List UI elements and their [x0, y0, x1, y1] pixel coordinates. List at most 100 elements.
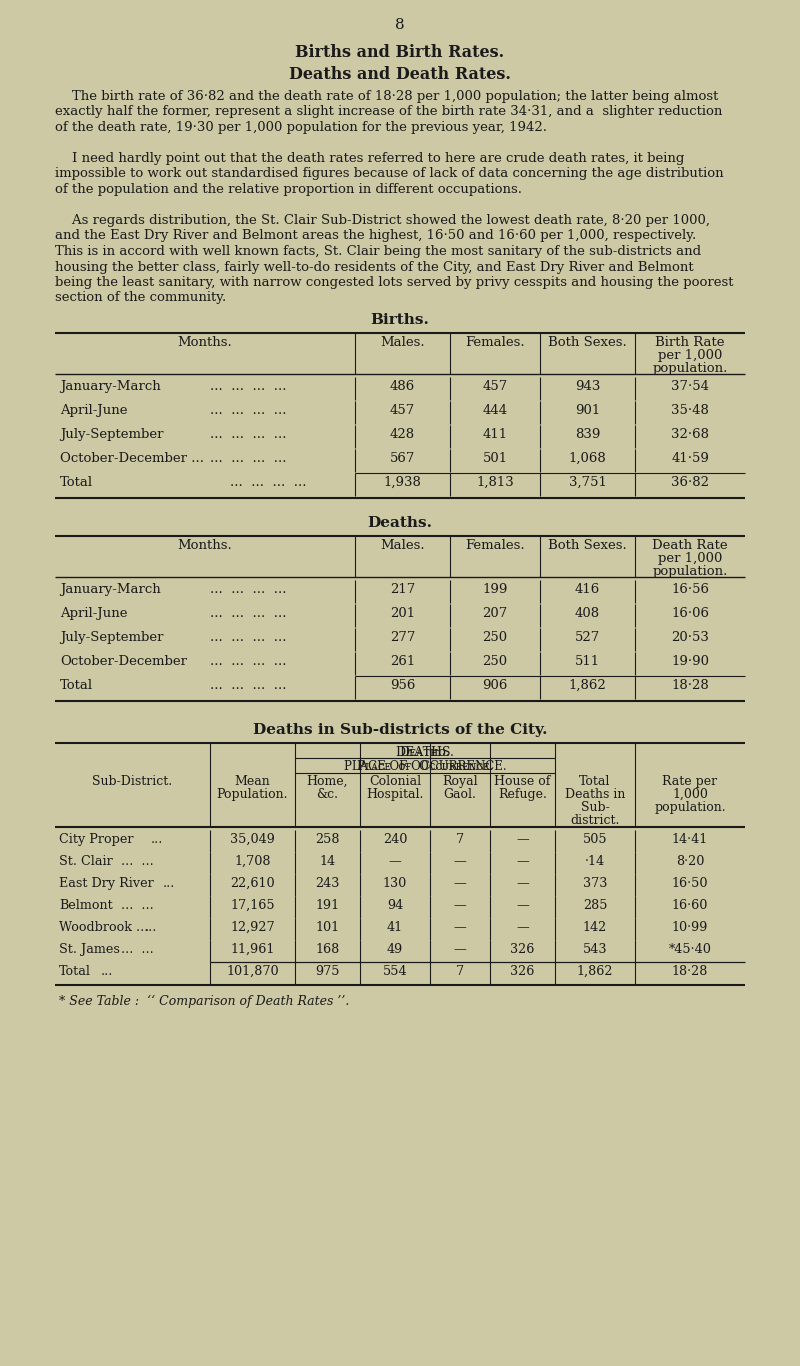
- Text: 16·06: 16·06: [671, 607, 709, 620]
- Text: ...  ...  ...  ...: ... ... ... ...: [210, 428, 286, 441]
- Text: population.: population.: [652, 362, 728, 376]
- Text: 199: 199: [482, 583, 508, 596]
- Text: 1,813: 1,813: [476, 475, 514, 489]
- Text: —: —: [516, 899, 529, 912]
- Text: 326: 326: [510, 964, 534, 978]
- Text: 16·50: 16·50: [672, 877, 708, 891]
- Text: 943: 943: [575, 380, 600, 393]
- Text: 457: 457: [390, 404, 415, 417]
- Text: 511: 511: [575, 656, 600, 668]
- Text: 101: 101: [315, 921, 339, 934]
- Text: Pʟᴀᴄᴇ  ᴏғ  Oᴄᴄᴜʀʀᴇɴᴄᴇ.: Pʟᴀᴄᴇ ᴏғ Oᴄᴄᴜʀʀᴇɴᴄᴇ.: [357, 759, 493, 773]
- Text: 7: 7: [456, 833, 464, 846]
- Text: 191: 191: [315, 899, 339, 912]
- Text: October-December ...: October-December ...: [60, 452, 204, 464]
- Text: ...  ...  ...  ...: ... ... ... ...: [210, 452, 286, 464]
- Text: 32·68: 32·68: [671, 428, 709, 441]
- Text: 554: 554: [382, 964, 407, 978]
- Text: I need hardly point out that the death rates referred to here are crude death ra: I need hardly point out that the death r…: [55, 152, 684, 165]
- Text: 428: 428: [390, 428, 415, 441]
- Text: —: —: [454, 855, 466, 867]
- Text: Dᴇᴀᴛʜᴏ.: Dᴇᴀᴛʜᴏ.: [400, 746, 450, 759]
- Text: ...: ...: [101, 964, 114, 978]
- Text: House of: House of: [494, 775, 550, 788]
- Text: 975: 975: [315, 964, 340, 978]
- Text: 18·28: 18·28: [671, 679, 709, 693]
- Text: 486: 486: [390, 380, 415, 393]
- Text: 527: 527: [575, 631, 600, 643]
- Text: April-June: April-June: [60, 607, 127, 620]
- Text: Females.: Females.: [465, 540, 525, 552]
- Text: population.: population.: [654, 800, 726, 814]
- Text: 35,049: 35,049: [230, 833, 275, 846]
- Text: —: —: [516, 833, 529, 846]
- Text: 501: 501: [482, 452, 507, 464]
- Text: ...  ...  ...  ...: ... ... ... ...: [210, 404, 286, 417]
- Text: 18·28: 18·28: [672, 964, 708, 978]
- Text: 285: 285: [582, 899, 607, 912]
- Text: 250: 250: [482, 631, 507, 643]
- Text: Rate per: Rate per: [662, 775, 718, 788]
- Text: 444: 444: [482, 404, 507, 417]
- Text: October-December: October-December: [60, 656, 187, 668]
- Text: 1,708: 1,708: [234, 855, 270, 867]
- Text: ·14: ·14: [585, 855, 605, 867]
- Text: 543: 543: [582, 943, 607, 956]
- Text: Months.: Months.: [178, 336, 232, 348]
- Text: 94: 94: [387, 899, 403, 912]
- Text: population.: population.: [652, 566, 728, 578]
- Text: Sub-: Sub-: [581, 800, 610, 814]
- Text: Deaths.: Deaths.: [367, 516, 433, 530]
- Text: —: —: [516, 855, 529, 867]
- Text: 11,961: 11,961: [230, 943, 274, 956]
- Text: July-September: July-September: [60, 631, 163, 643]
- Text: Males.: Males.: [380, 336, 425, 348]
- Text: 37·54: 37·54: [671, 380, 709, 393]
- Text: —: —: [454, 921, 466, 934]
- Text: of the death rate, 19·30 per 1,000 population for the previous year, 1942.: of the death rate, 19·30 per 1,000 popul…: [55, 122, 547, 134]
- Text: ...  ...  ...  ...: ... ... ... ...: [210, 679, 286, 693]
- Text: 1,068: 1,068: [569, 452, 606, 464]
- Text: July-September: July-September: [60, 428, 163, 441]
- Text: Gaol.: Gaol.: [443, 788, 477, 800]
- Text: ...  ...  ...  ...: ... ... ... ...: [210, 380, 286, 393]
- Text: Home,: Home,: [306, 775, 348, 788]
- Text: 243: 243: [315, 877, 340, 891]
- Text: St. James: St. James: [59, 943, 120, 956]
- Text: being the least sanitary, with narrow congested lots served by privy cesspits an: being the least sanitary, with narrow co…: [55, 276, 734, 290]
- Text: of the population and the relative proportion in different occupations.: of the population and the relative propo…: [55, 183, 522, 195]
- Text: The birth rate of 36·82 and the death rate of 18·28 per 1,000 population; the la: The birth rate of 36·82 and the death ra…: [55, 90, 718, 102]
- Text: 1,000: 1,000: [672, 788, 708, 800]
- Text: ...  ...: ... ...: [121, 899, 154, 912]
- Text: Belmont: Belmont: [59, 899, 113, 912]
- Text: January-March: January-March: [60, 583, 161, 596]
- Text: Deaths and Death Rates.: Deaths and Death Rates.: [289, 66, 511, 83]
- Text: ...: ...: [163, 877, 175, 891]
- Text: Deaths in: Deaths in: [565, 788, 625, 800]
- Text: Death Rate: Death Rate: [652, 540, 728, 552]
- Text: section of the community.: section of the community.: [55, 291, 226, 305]
- Text: 41·59: 41·59: [671, 452, 709, 464]
- Text: per 1,000: per 1,000: [658, 348, 722, 362]
- Text: —: —: [516, 877, 529, 891]
- Text: Refuge.: Refuge.: [498, 788, 547, 800]
- Text: 408: 408: [575, 607, 600, 620]
- Text: per 1,000: per 1,000: [658, 552, 722, 566]
- Text: 10·99: 10·99: [672, 921, 708, 934]
- Text: DEATHS.: DEATHS.: [395, 746, 454, 759]
- Text: —: —: [516, 921, 529, 934]
- Text: &c.: &c.: [317, 788, 338, 800]
- Text: 7: 7: [456, 964, 464, 978]
- Text: As regards distribution, the St. Clair Sub-District showed the lowest death rate: As regards distribution, the St. Clair S…: [55, 214, 710, 227]
- Text: 505: 505: [582, 833, 607, 846]
- Text: 1,862: 1,862: [577, 964, 614, 978]
- Text: 14: 14: [319, 855, 335, 867]
- Text: City Proper: City Proper: [59, 833, 134, 846]
- Text: Population.: Population.: [217, 788, 288, 800]
- Text: 49: 49: [387, 943, 403, 956]
- Text: ...  ...  ...  ...: ... ... ... ...: [210, 583, 286, 596]
- Text: Birth Rate: Birth Rate: [655, 336, 725, 348]
- Text: Mean: Mean: [234, 775, 270, 788]
- Text: 956: 956: [390, 679, 415, 693]
- Text: 16·56: 16·56: [671, 583, 709, 596]
